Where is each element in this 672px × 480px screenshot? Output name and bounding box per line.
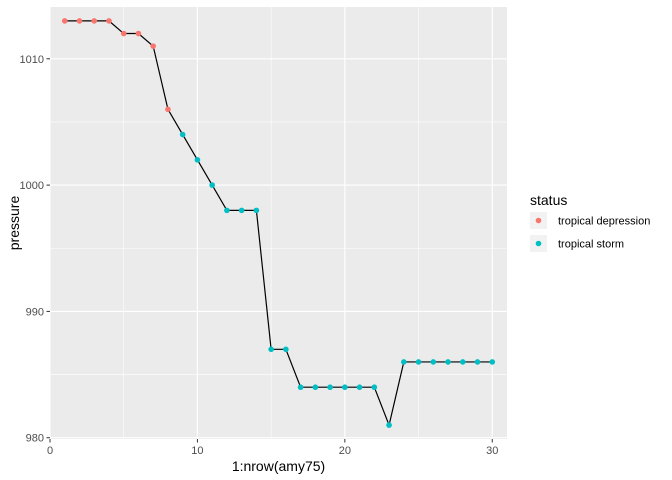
panel-background	[50, 7, 507, 439]
data-point	[268, 346, 274, 353]
data-point	[342, 384, 348, 391]
data-point	[386, 422, 392, 428]
data-point	[415, 359, 422, 365]
data-point	[194, 157, 201, 163]
y-tick-label: 990	[26, 306, 44, 318]
data-point	[165, 106, 171, 113]
data-point	[209, 182, 215, 188]
y-tick-label: 980	[26, 433, 44, 445]
x-tick-label: 20	[339, 445, 351, 457]
data-point	[61, 18, 68, 24]
y-tick-label: 1010	[20, 54, 44, 66]
legend-title: status	[530, 192, 567, 208]
data-point	[430, 359, 437, 365]
data-point	[297, 384, 304, 391]
legend-point-tropical-depression	[535, 217, 542, 224]
data-point	[120, 30, 127, 37]
data-point	[356, 384, 363, 391]
data-point	[253, 207, 260, 214]
data-point	[106, 18, 112, 24]
data-point	[150, 43, 156, 49]
legend-label-tropical-storm: tropical storm	[558, 239, 624, 251]
major-gridlines	[49, 7, 507, 439]
y-axis-title: pressure	[6, 196, 22, 251]
legend-point-tropical-storm	[535, 240, 542, 247]
minor-gridlines	[50, 7, 507, 439]
legend-label-tropical-depression: tropical depression	[558, 216, 650, 228]
x-tick-label: 30	[486, 445, 498, 457]
data-point	[238, 207, 245, 214]
data-point	[459, 359, 466, 365]
data-point	[179, 131, 186, 138]
legend: status tropical depression tropical stor…	[530, 192, 650, 252]
data-point	[283, 346, 289, 353]
data-point	[445, 359, 451, 365]
data-point	[327, 384, 333, 391]
x-axis: 0 10 20 30	[47, 439, 498, 457]
data-point	[401, 359, 407, 365]
y-axis: 980 990 1000 1010	[20, 54, 50, 445]
data-point	[371, 384, 378, 391]
data-point	[135, 30, 142, 37]
data-point	[224, 207, 230, 214]
data-point	[489, 359, 496, 365]
points-group	[61, 18, 496, 428]
x-tick-label: 0	[47, 445, 53, 457]
data-point	[312, 384, 319, 391]
data-point	[474, 359, 481, 365]
y-tick-label: 1000	[20, 180, 44, 192]
data-point	[91, 18, 98, 24]
x-axis-title: 1:nrow(amy75)	[232, 458, 325, 474]
x-tick-label: 10	[191, 445, 203, 457]
data-point	[76, 18, 83, 24]
